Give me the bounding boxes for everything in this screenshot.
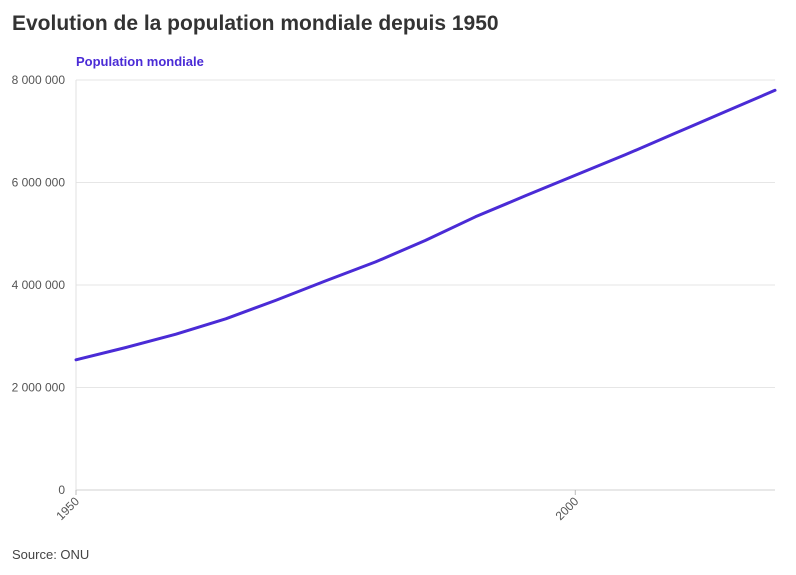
x-tick-label: 2000 <box>553 494 582 523</box>
chart-title: Evolution de la population mondiale depu… <box>12 12 499 35</box>
y-tick-label: 8 000 000 <box>12 73 66 87</box>
y-tick-labels: 0 2 000 000 4 000 000 6 000 000 8 000 000 <box>12 73 66 497</box>
gridlines <box>76 79 775 388</box>
axes <box>75 80 775 495</box>
y-tick-label: 2 000 000 <box>12 381 66 395</box>
source-note: Source: ONU <box>12 547 90 562</box>
y-tick-label: 4 000 000 <box>12 278 66 292</box>
legend-series-label: Population mondiale <box>76 54 204 69</box>
y-tick-label: 0 <box>58 483 65 497</box>
x-tick-labels: 1950 2000 <box>53 494 581 523</box>
y-tick-label: 6 000 000 <box>12 176 66 190</box>
x-tick-label: 1950 <box>53 494 82 523</box>
series-line-0 <box>74 88 777 362</box>
series-lines <box>74 88 777 362</box>
